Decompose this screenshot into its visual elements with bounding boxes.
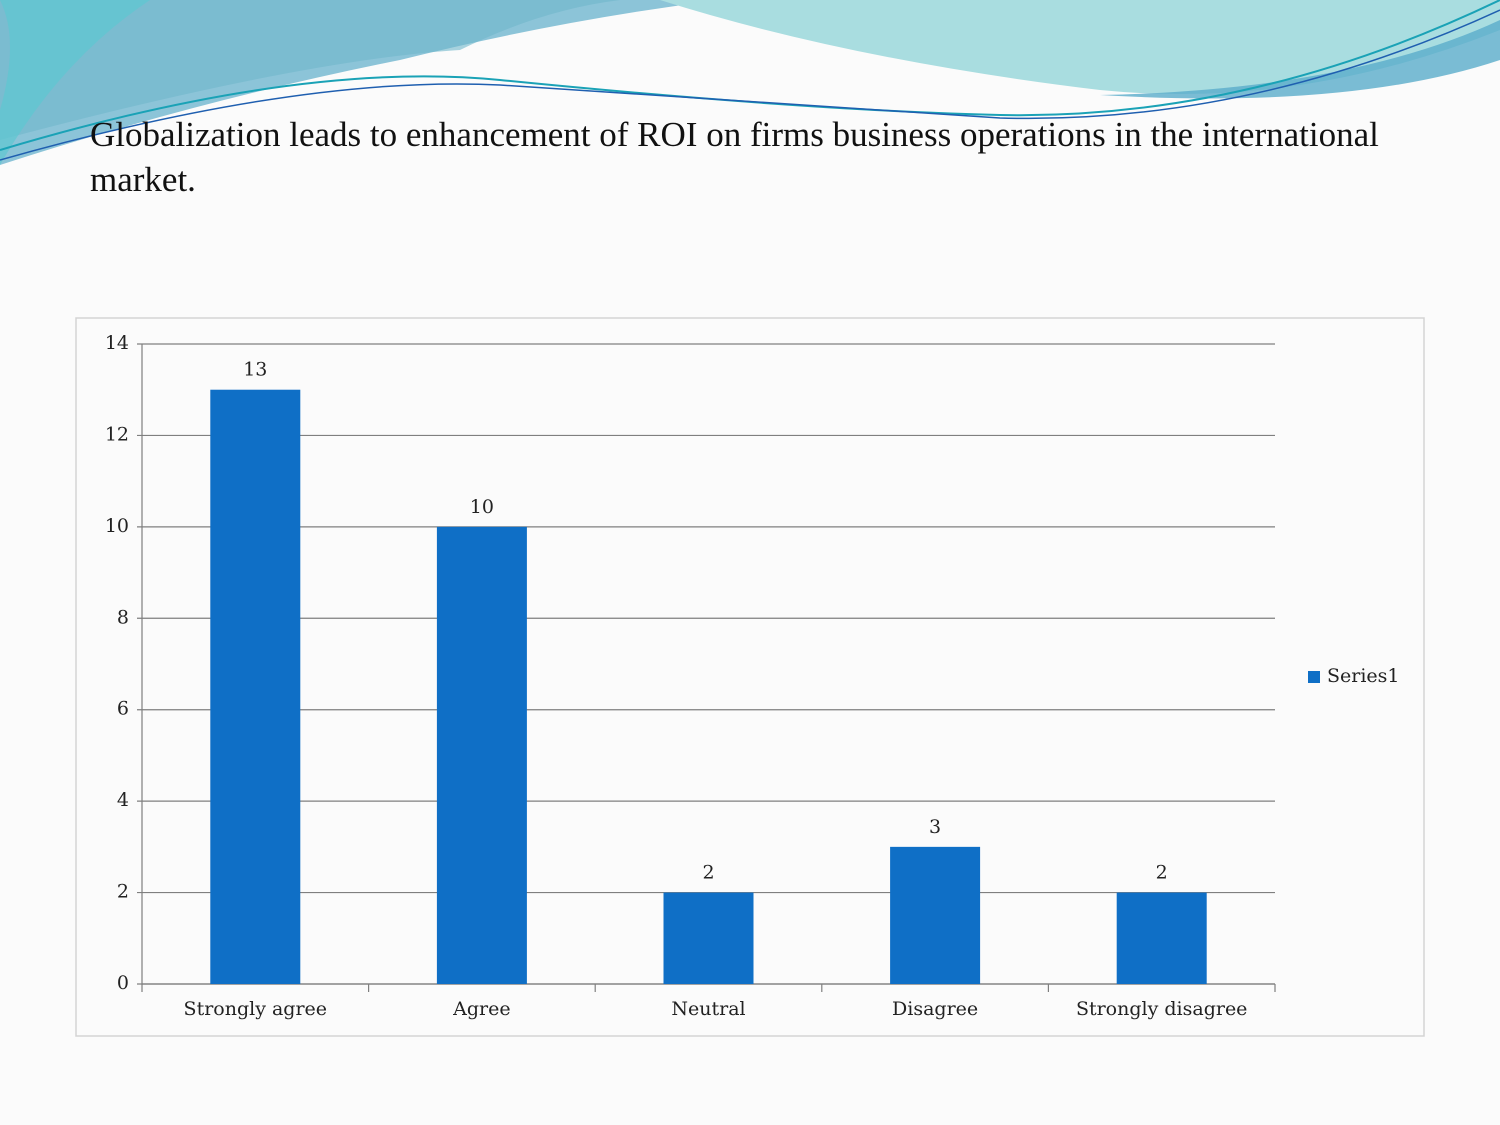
y-tick-label: 6: [117, 698, 129, 720]
y-tick-label: 0: [117, 972, 129, 994]
legend-swatch: [1308, 671, 1320, 683]
data-label: 2: [702, 862, 714, 884]
x-tick-label: Disagree: [892, 998, 978, 1020]
data-label: 2: [1156, 862, 1168, 884]
x-tick-label: Agree: [452, 998, 510, 1020]
y-tick-label: 14: [105, 332, 129, 354]
wave: [660, 0, 1500, 94]
bar: [1116, 892, 1207, 984]
data-label: 10: [470, 496, 494, 518]
bar: [436, 526, 527, 984]
header-decoration: [0, 0, 1500, 165]
x-tick-label: Neutral: [671, 998, 745, 1020]
wave-line: [0, 9, 1500, 161]
data-label: 13: [243, 359, 267, 381]
y-tick-label: 12: [105, 423, 129, 445]
y-tick-label: 10: [105, 515, 129, 537]
chart-title: Globalization leads to enhancement of RO…: [90, 115, 1379, 199]
bar: [890, 846, 981, 984]
data-label: 3: [929, 816, 941, 838]
bar: [210, 389, 301, 984]
x-tick-label: Strongly disagree: [1076, 998, 1247, 1020]
wave: [1100, 20, 1500, 99]
y-tick-label: 2: [117, 881, 129, 903]
y-tick-label: 8: [117, 606, 129, 628]
x-tick-label: Strongly agree: [184, 998, 327, 1020]
bar: [663, 892, 754, 984]
legend-label: Series1: [1327, 665, 1400, 687]
y-tick-label: 4: [117, 789, 129, 811]
wave: [0, 0, 620, 140]
wave: [0, 0, 150, 165]
